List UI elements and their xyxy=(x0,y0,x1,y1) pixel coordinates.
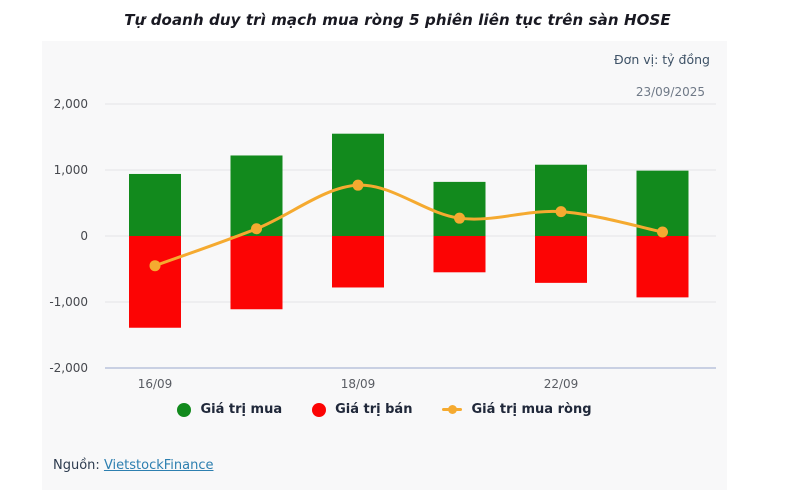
x-tick-label: 22/09 xyxy=(544,377,579,391)
unit-label: Đơn vị: tỷ đồng xyxy=(614,52,710,67)
source-label: Nguồn: xyxy=(53,458,100,473)
legend-label: Giá trị mua ròng xyxy=(471,402,592,417)
legend-item: Giá trị bán xyxy=(312,402,412,417)
y-tick-label: -2,000 xyxy=(49,361,88,375)
sell-bar xyxy=(129,236,181,328)
sell-bar xyxy=(230,236,283,310)
chart-panel: 2,000 1,000 0 -1,000 -2,000 16/09 18/09 22/09 Đ… xyxy=(42,41,727,490)
net-line xyxy=(154,183,663,268)
source-line: Nguồn: VietstockFinance xyxy=(53,458,214,473)
net-point xyxy=(251,223,262,235)
net-point xyxy=(149,260,161,272)
legend-label: Giá trị mua xyxy=(200,402,283,417)
page-title: Tự doanh duy trì mạch mua ròng 5 phiên l… xyxy=(124,11,671,29)
net-point xyxy=(454,212,465,224)
sell-bar xyxy=(535,236,587,283)
buy-bar xyxy=(535,164,587,236)
legend-dot-marker xyxy=(177,402,192,417)
net-point xyxy=(352,179,364,191)
y-tick-label: 1,000 xyxy=(54,163,88,177)
legend-label: Giá trị bán xyxy=(335,402,413,417)
y-tick-label: 0 xyxy=(80,229,88,243)
chart-plot-area: 2,000 1,000 0 -1,000 -2,000 16/09 18/09 22/09 xyxy=(49,97,716,391)
legend-line-marker xyxy=(442,403,463,417)
x-tick-label: 16/09 xyxy=(138,377,173,391)
legend-dot-marker xyxy=(312,402,327,417)
chart-legend: Giá trị mua Giá trị bán Giá trị mua ròng xyxy=(42,402,727,417)
sell-bar xyxy=(332,236,384,288)
y-tick-label: 2,000 xyxy=(54,97,88,111)
buy-bar xyxy=(636,170,689,236)
sell-bar xyxy=(636,236,689,298)
net-point xyxy=(555,206,567,218)
buy-bar xyxy=(230,155,283,236)
date-stamp: 23/09/2025 xyxy=(635,85,705,99)
sell-bar xyxy=(433,236,486,273)
legend-item: Giá trị mua xyxy=(177,402,282,417)
buy-bar xyxy=(129,173,181,236)
source-link[interactable]: VietstockFinance xyxy=(103,458,214,473)
legend-item: Giá trị mua ròng xyxy=(442,402,592,417)
y-tick-label: -1,000 xyxy=(49,295,88,309)
buy-bar xyxy=(433,181,486,236)
x-tick-label: 18/09 xyxy=(341,377,376,391)
net-point xyxy=(657,226,668,238)
